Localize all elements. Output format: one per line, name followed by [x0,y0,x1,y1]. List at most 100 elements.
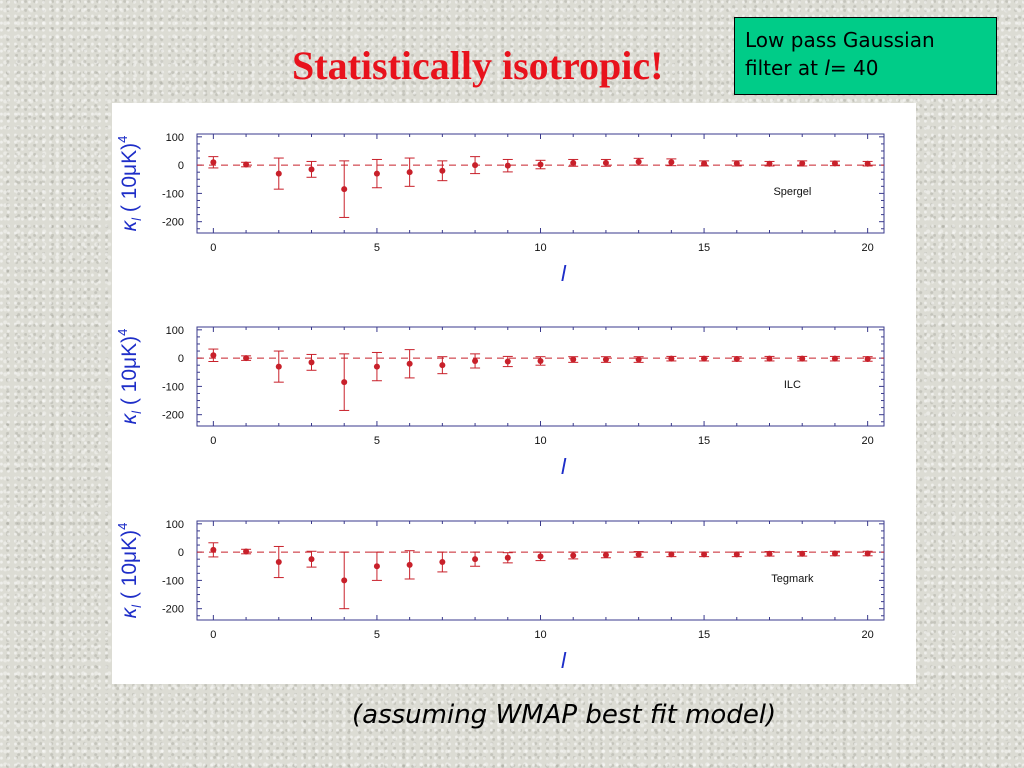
data-point [210,352,217,359]
y-tick-label: 100 [166,519,184,531]
x-tick-label: 10 [534,629,546,641]
data-point [406,561,413,568]
y-label-unit: ( 10μK) [118,336,141,411]
x-tick-label: 0 [210,242,216,254]
plot-frame [196,520,885,621]
data-point [635,551,642,558]
filter-note-prefix: filter at [745,56,825,80]
data-point [602,551,609,558]
data-point [472,357,479,364]
y-tick-label: 0 [178,353,184,365]
y-label-exp: 4 [115,136,130,143]
data-point [472,556,479,563]
data-point [799,355,806,362]
data-point [373,170,380,177]
data-point [733,160,740,167]
data-point [275,559,282,566]
y-tick-label: -100 [162,381,184,393]
y-label-sub: l [129,410,144,414]
data-point [570,159,577,166]
data-point [701,160,708,167]
y-tick-label: -200 [162,217,184,229]
x-tick-label: 10 [534,435,546,447]
data-point [864,355,871,362]
data-point [504,554,511,561]
y-label-sub: l [129,604,144,608]
x-tick-label: 20 [862,629,874,641]
y-label-kappa: κ [118,412,141,424]
y-tick-label: 100 [166,132,184,144]
data-point [210,546,217,553]
data-point [537,161,544,168]
data-point [570,356,577,363]
x-tick-label: 20 [862,242,874,254]
data-point [243,355,250,362]
y-tick-label: 0 [178,160,184,172]
data-point [341,186,348,193]
data-point [668,551,675,558]
x-tick-label: 5 [374,242,380,254]
data-point [439,167,446,174]
y-axis-label: κl ( 10μK)4 [115,523,144,619]
y-tick-label: -200 [162,604,184,616]
data-point [570,552,577,559]
data-point [406,360,413,367]
x-tick-label: 15 [698,629,710,641]
data-point [439,559,446,566]
data-point [243,161,250,168]
data-point [308,359,315,366]
x-axis-label: l [561,261,567,286]
filter-note-line1: Low pass Gaussian [745,28,935,52]
data-point [308,556,315,563]
data-point [799,550,806,557]
x-axis-label: l [561,648,567,673]
data-point [831,550,838,557]
filter-note-suffix: = 40 [829,56,879,80]
y-label-exp: 4 [115,523,130,530]
x-tick-label: 0 [210,629,216,641]
data-point [602,159,609,166]
data-point [406,169,413,176]
y-tick-label: -100 [162,575,184,587]
legend-label: Spergel [773,186,811,198]
model-caption: (assuming WMAP best fit model) [352,700,777,730]
data-point [537,357,544,364]
data-point [243,548,250,555]
data-point [635,356,642,363]
filter-note-box: Low pass Gaussian filter at l= 40 [734,17,997,95]
x-tick-label: 15 [698,242,710,254]
x-tick-label: 20 [862,435,874,447]
data-point [308,166,315,173]
filter-note-line2: filter at l= 40 [745,54,986,82]
data-point [373,363,380,370]
data-point [341,577,348,584]
data-point [831,355,838,362]
data-point [504,358,511,365]
legend-label: ILC [784,379,801,391]
data-point [701,551,708,558]
data-point [275,363,282,370]
data-point [602,356,609,363]
data-point [799,160,806,167]
y-tick-label: -100 [162,188,184,200]
data-point [766,160,773,167]
y-label-kappa: κ [118,606,141,618]
x-tick-label: 10 [534,242,546,254]
y-label-sub: l [129,217,144,221]
y-label-exp: 4 [115,329,130,336]
y-tick-label: -200 [162,410,184,422]
slide-title: Statistically isotropic! [292,43,664,88]
plot-frame [196,326,885,427]
y-tick-label: 0 [178,547,184,559]
x-tick-label: 15 [698,435,710,447]
data-point [537,553,544,560]
filter-note-l: l [824,56,830,80]
data-point [504,162,511,169]
data-point [341,379,348,386]
x-axis-label: l [561,454,567,479]
data-point [210,159,217,166]
x-tick-label: 0 [210,435,216,447]
